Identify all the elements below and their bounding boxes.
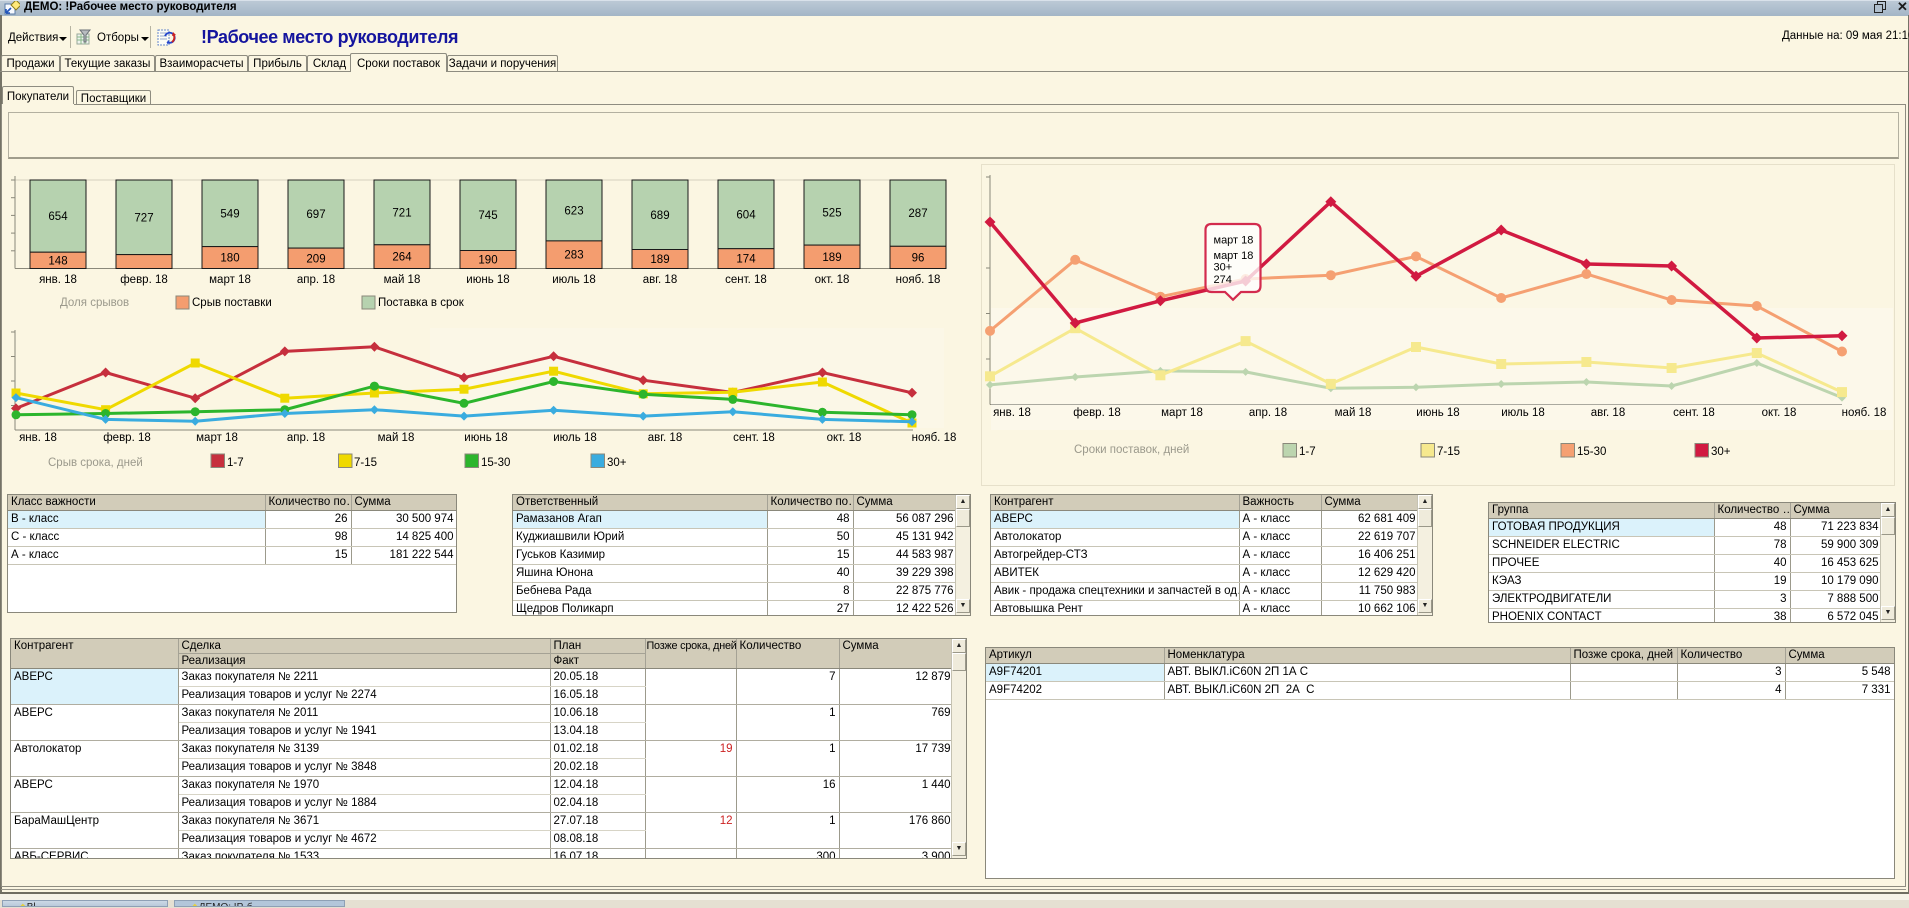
svg-text:274: 274: [1214, 274, 1232, 286]
svg-text:264: 264: [392, 252, 412, 264]
svg-text:сент. 18: сент. 18: [725, 274, 767, 286]
svg-text:июль 18: июль 18: [552, 274, 595, 286]
svg-text:нояб. 18: нояб. 18: [896, 274, 941, 286]
svg-text:Доля срывов: Доля срывов: [60, 297, 129, 309]
svg-text:янв. 18: янв. 18: [993, 407, 1031, 419]
svg-text:март 18: март 18: [1214, 250, 1254, 262]
svg-text:нояб. 18: нояб. 18: [1842, 407, 1887, 419]
svg-text:30+: 30+: [607, 457, 627, 469]
svg-text:нояб. 18: нояб. 18: [912, 432, 957, 444]
svg-text:549: 549: [220, 208, 239, 220]
svg-text:янв. 18: янв. 18: [19, 432, 57, 444]
svg-text:689: 689: [650, 210, 669, 222]
svg-text:май 18: май 18: [378, 432, 415, 444]
svg-text:96: 96: [912, 252, 925, 264]
svg-text:727: 727: [134, 212, 153, 224]
svg-text:174: 174: [736, 254, 756, 266]
svg-text:авг. 18: авг. 18: [643, 274, 677, 286]
svg-text:февр. 18: февр. 18: [103, 432, 151, 444]
svg-text:604: 604: [736, 209, 756, 221]
svg-text:окт. 18: окт. 18: [815, 274, 850, 286]
svg-text:март 18: март 18: [209, 274, 251, 286]
svg-text:189: 189: [822, 252, 841, 264]
svg-text:июль 18: июль 18: [1501, 407, 1544, 419]
svg-text:697: 697: [306, 209, 325, 221]
svg-text:окт. 18: окт. 18: [827, 432, 862, 444]
svg-text:май 18: май 18: [1335, 407, 1372, 419]
svg-text:окт. 18: окт. 18: [1762, 407, 1797, 419]
svg-text:Срыв поставки: Срыв поставки: [192, 297, 272, 309]
svg-text:180: 180: [220, 253, 239, 265]
svg-text:30+: 30+: [1214, 262, 1233, 274]
svg-text:апр. 18: апр. 18: [297, 274, 335, 286]
svg-text:209: 209: [306, 253, 325, 265]
svg-text:янв. 18: янв. 18: [39, 274, 77, 286]
svg-text:15-30: 15-30: [1577, 446, 1606, 458]
svg-text:апр. 18: апр. 18: [287, 432, 325, 444]
svg-text:апр. 18: апр. 18: [1249, 407, 1287, 419]
svg-text:май 18: май 18: [384, 274, 421, 286]
svg-text:148: 148: [48, 255, 67, 267]
svg-text:721: 721: [392, 207, 411, 219]
svg-text:1-7: 1-7: [227, 457, 244, 469]
svg-text:сент. 18: сент. 18: [733, 432, 775, 444]
svg-text:190: 190: [478, 255, 497, 267]
svg-text:7-15: 7-15: [1437, 446, 1460, 458]
svg-text:февр. 18: февр. 18: [1073, 407, 1121, 419]
svg-text:745: 745: [478, 210, 497, 222]
svg-text:июль 18: июль 18: [553, 432, 596, 444]
svg-text:1-7: 1-7: [1299, 446, 1316, 458]
svg-text:авг. 18: авг. 18: [648, 432, 682, 444]
svg-text:авг. 18: авг. 18: [1591, 407, 1625, 419]
svg-text:Сроки поставок, дней: Сроки поставок, дней: [1074, 444, 1189, 456]
svg-text:15-30: 15-30: [481, 457, 510, 469]
svg-text:сент. 18: сент. 18: [1673, 407, 1715, 419]
svg-text:283: 283: [564, 250, 583, 262]
svg-text:июнь 18: июнь 18: [1416, 407, 1459, 419]
svg-text:7-15: 7-15: [354, 457, 377, 469]
svg-text:июнь 18: июнь 18: [464, 432, 507, 444]
svg-text:март 18: март 18: [1161, 407, 1203, 419]
svg-text:июнь 18: июнь 18: [466, 274, 509, 286]
svg-text:Поставка в срок: Поставка в срок: [378, 297, 465, 309]
svg-text:март 18: март 18: [196, 432, 238, 444]
svg-text:февр. 18: февр. 18: [120, 274, 168, 286]
svg-text:30+: 30+: [1711, 446, 1731, 458]
svg-text:654: 654: [48, 211, 68, 223]
svg-text:623: 623: [564, 205, 583, 217]
svg-text:525: 525: [822, 208, 841, 220]
svg-text:Срыв срока, дней: Срыв срока, дней: [48, 457, 143, 469]
svg-text:март 18: март 18: [1214, 234, 1254, 246]
svg-text:189: 189: [650, 254, 669, 266]
svg-text:287: 287: [908, 208, 927, 220]
